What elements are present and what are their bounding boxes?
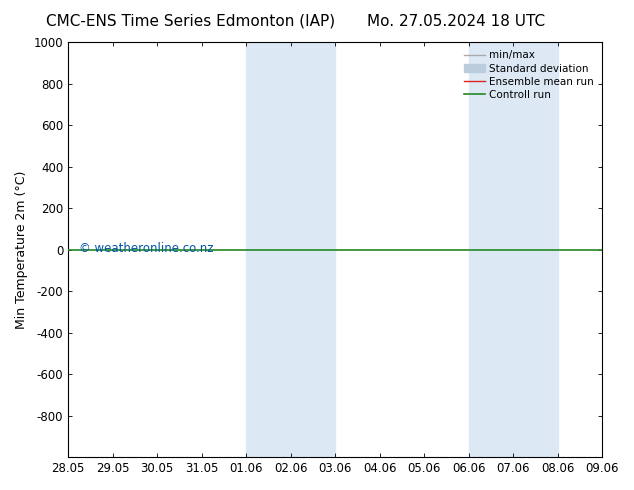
Text: CMC-ENS Time Series Edmonton (IAP): CMC-ENS Time Series Edmonton (IAP) [46,14,335,29]
Y-axis label: Min Temperature 2m (°C): Min Temperature 2m (°C) [15,171,28,329]
Bar [469,42,558,457]
Text: Mo. 27.05.2024 18 UTC: Mo. 27.05.2024 18 UTC [368,14,545,29]
Text: © weatheronline.co.nz: © weatheronline.co.nz [79,242,213,255]
Legend: min/max, Standard deviation, Ensemble mean run, Controll run: min/max, Standard deviation, Ensemble me… [461,47,597,103]
Bar [246,42,335,457]
